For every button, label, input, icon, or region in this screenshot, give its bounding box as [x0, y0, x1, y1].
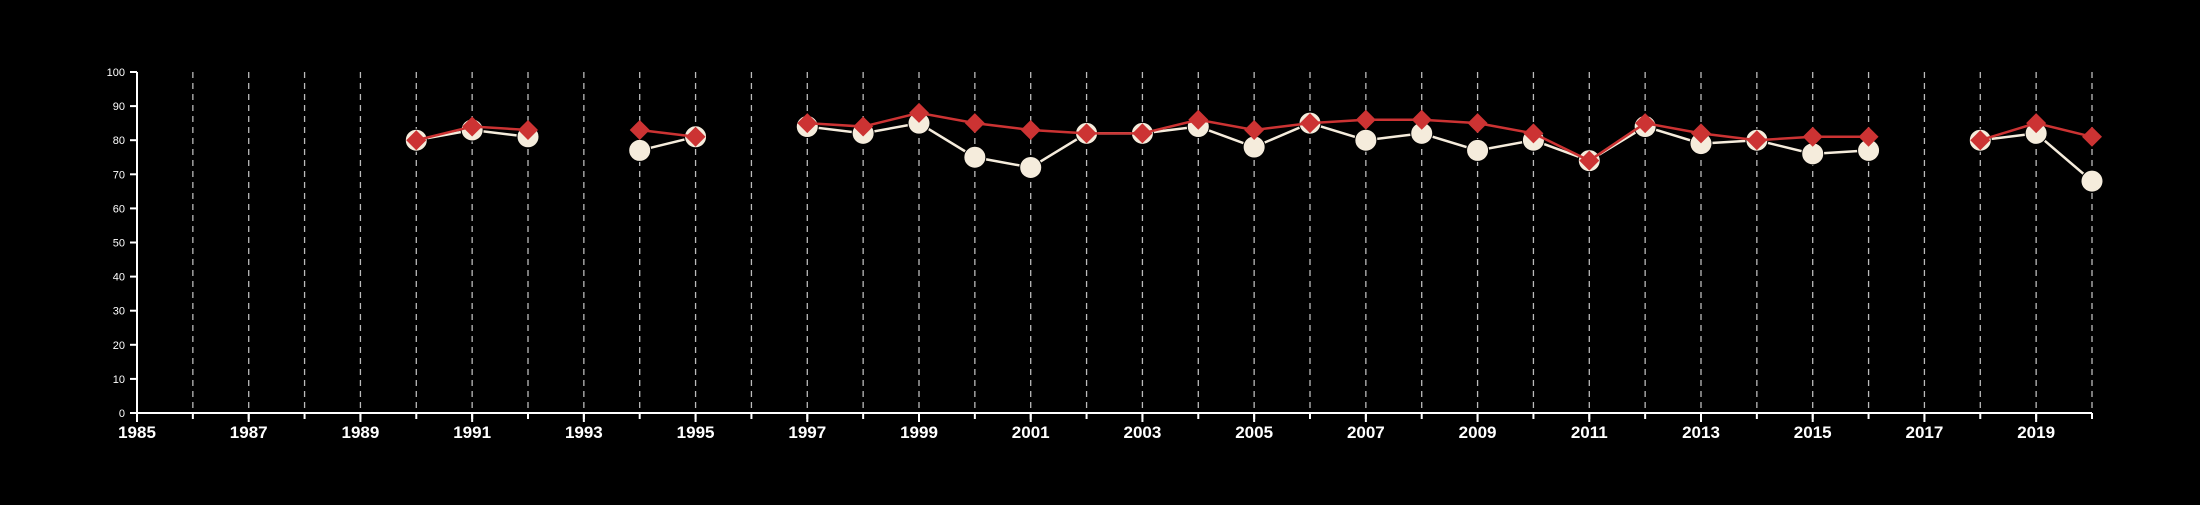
x-tick-label-2011: 2011 — [1571, 423, 1608, 442]
point-diamond-2005 — [1244, 119, 1265, 140]
axes: 0 10 20 30 40 50 60 70 80 90 100 1985 1987 1989 1991 19… — [107, 67, 2093, 442]
y-tick-label-80: 80 — [113, 135, 125, 147]
x-tick-label-2007: 2007 — [1347, 423, 1385, 442]
point-diamond-1997 — [797, 113, 818, 134]
point-diamond-1998 — [853, 116, 874, 137]
point-circle-1994 — [628, 138, 652, 162]
x-tick-label-2001: 2001 — [1012, 423, 1050, 442]
y-tick-label-100: 100 — [107, 67, 125, 79]
y-tick-label-50: 50 — [113, 238, 125, 250]
point-diamond-2000 — [964, 113, 985, 134]
y-tick-label-60: 60 — [113, 203, 125, 215]
point-diamond-1999 — [909, 102, 929, 123]
point-diamond-2004 — [1188, 109, 1209, 130]
point-diamond-2003 — [1132, 123, 1153, 144]
point-circle-2007 — [1354, 128, 1378, 152]
x-tick-label-2013: 2013 — [1682, 423, 1720, 442]
point-diamond-2011 — [1579, 150, 1600, 171]
y-tick-label-40: 40 — [113, 272, 125, 284]
series — [404, 102, 2104, 193]
series-2-line — [807, 111, 1869, 163]
point-diamond-2010 — [1523, 123, 1544, 144]
x-tick-label-1995: 1995 — [677, 423, 715, 442]
point-diamond-2019 — [2026, 113, 2047, 134]
point-diamond-2018 — [1970, 130, 1991, 151]
point-circle-2001 — [1019, 155, 1043, 179]
point-diamond-1995 — [685, 126, 706, 147]
point-circle-2000 — [963, 145, 987, 169]
x-tick-label-2017: 2017 — [1906, 423, 1944, 442]
series-2 — [406, 102, 2102, 171]
y-tick-label-20: 20 — [113, 340, 125, 352]
point-diamond-2008 — [1411, 109, 1432, 130]
point-diamond-2001 — [1020, 119, 1041, 140]
point-diamond-2016 — [1858, 126, 1879, 147]
x-tick-label-2005: 2005 — [1235, 423, 1273, 442]
point-diamond-1991 — [462, 116, 483, 137]
point-diamond-2002 — [1076, 123, 1097, 144]
point-diamond-2009 — [1467, 113, 1488, 134]
point-diamond-2013 — [1691, 123, 1711, 144]
point-diamond-1990 — [406, 130, 427, 151]
x-tick-label-1997: 1997 — [788, 423, 826, 442]
y-tick-label-0: 0 — [119, 408, 125, 420]
y-tick-label-10: 10 — [113, 374, 125, 386]
point-diamond-2020 — [2082, 126, 2102, 147]
x-tick-label-2019: 2019 — [2017, 423, 2055, 442]
x-tick-label-1985: 1985 — [118, 423, 156, 442]
x-tick-label-1999: 1999 — [900, 423, 938, 442]
x-tick-label-1989: 1989 — [342, 423, 380, 442]
y-tick-label-30: 30 — [113, 306, 125, 318]
point-circle-2009 — [1466, 138, 1490, 162]
x-tick-label-2003: 2003 — [1124, 423, 1162, 442]
x-tick-label-1987: 1987 — [230, 423, 268, 442]
point-diamond-1994 — [629, 119, 650, 140]
point-diamond-2015 — [1802, 126, 1823, 147]
point-diamond-2012 — [1635, 113, 1656, 134]
x-tick-label-1991: 1991 — [453, 423, 491, 442]
x-tick-label-2009: 2009 — [1459, 423, 1497, 442]
series-2-line — [639, 128, 696, 139]
y-tick-label-90: 90 — [113, 101, 125, 113]
x-tick-label-2015: 2015 — [1794, 423, 1832, 442]
point-diamond-2006 — [1300, 113, 1320, 134]
point-diamond-2014 — [1746, 130, 1767, 151]
point-circle-2020 — [2080, 169, 2104, 193]
point-diamond-2007 — [1355, 109, 1376, 130]
x-tick-label-1993: 1993 — [565, 423, 603, 442]
y-tick-label-70: 70 — [113, 169, 125, 181]
point-diamond-1992 — [518, 119, 538, 140]
